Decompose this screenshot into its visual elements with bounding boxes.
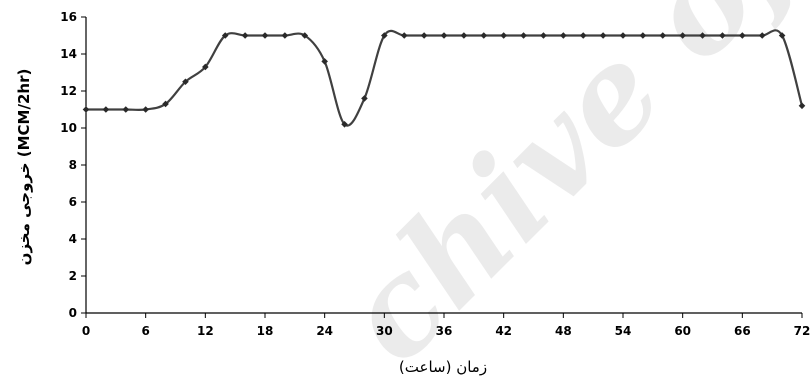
data-point <box>82 106 90 113</box>
data-point <box>341 121 348 128</box>
data-point <box>221 32 229 39</box>
y-tick-label: 12 <box>60 84 77 98</box>
data-point <box>182 78 189 86</box>
data-point <box>241 32 249 39</box>
data-point <box>202 63 209 71</box>
y-tick-label: 2 <box>69 269 77 283</box>
data-point <box>261 32 269 39</box>
data-point <box>639 32 647 39</box>
x-tick-label: 24 <box>316 324 333 338</box>
x-tick-label: 0 <box>82 324 90 338</box>
data-point <box>460 32 468 39</box>
y-tick-label: 8 <box>69 158 77 172</box>
x-tick-label: 12 <box>197 324 214 338</box>
data-point <box>778 32 786 39</box>
data-point <box>480 32 488 39</box>
data-point <box>699 32 706 39</box>
data-point <box>321 58 328 65</box>
y-tick-label: 4 <box>69 232 77 246</box>
data-point <box>122 106 130 113</box>
data-point <box>301 32 309 39</box>
x-tick-label: 18 <box>257 324 274 338</box>
y-tick-label: 14 <box>60 47 77 61</box>
data-point <box>102 106 110 113</box>
data-point <box>520 32 527 39</box>
data-point <box>500 32 507 39</box>
data-point <box>798 102 806 110</box>
x-tick-label: 36 <box>436 324 453 338</box>
x-tick-label: 6 <box>141 324 149 338</box>
data-point <box>420 32 428 39</box>
data-point <box>599 32 607 39</box>
x-tick-label: 30 <box>376 324 393 338</box>
data-point <box>739 32 746 39</box>
data-point <box>440 32 448 39</box>
data-point <box>719 32 726 39</box>
series-layer <box>82 29 806 128</box>
data-point <box>142 106 149 113</box>
y-axis-title: خروجی مخزن (MCM/2hr) <box>15 69 33 266</box>
plot-axes <box>81 16 803 318</box>
y-tick-label: 10 <box>60 121 77 135</box>
data-point <box>361 95 368 102</box>
data-point <box>560 32 567 39</box>
x-tick-label: 72 <box>794 324 810 338</box>
data-point <box>281 32 289 39</box>
x-tick-label: 60 <box>674 324 691 338</box>
data-point <box>758 32 766 39</box>
y-tick-label: 0 <box>69 306 77 320</box>
y-tick-label: 6 <box>69 195 77 209</box>
data-point <box>540 32 547 39</box>
data-point <box>579 32 587 39</box>
data-point <box>162 100 169 108</box>
data-point <box>400 32 408 39</box>
x-axis-title: زمان (ساعت) <box>399 358 487 376</box>
data-point <box>619 32 627 39</box>
x-tick-label: 54 <box>615 324 632 338</box>
data-point <box>659 32 667 39</box>
data-point <box>679 32 686 39</box>
x-tick-label: 42 <box>495 324 512 338</box>
data-point <box>381 32 388 39</box>
x-tick-label: 66 <box>734 324 751 338</box>
x-tick-label: 48 <box>555 324 572 338</box>
y-tick-label: 16 <box>60 10 77 24</box>
